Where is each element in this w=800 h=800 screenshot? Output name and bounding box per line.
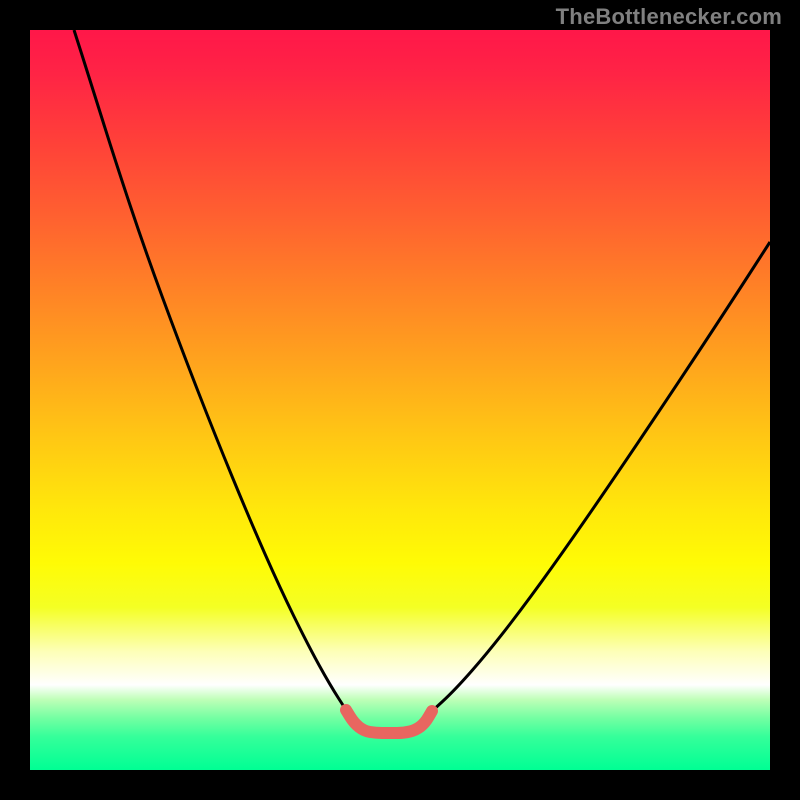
chart-gradient-background [30,30,770,770]
watermark-label: TheBottlenecker.com [556,4,782,30]
bottleneck-curve-chart [0,0,800,800]
chart-outer-frame: TheBottlenecker.com [0,0,800,800]
